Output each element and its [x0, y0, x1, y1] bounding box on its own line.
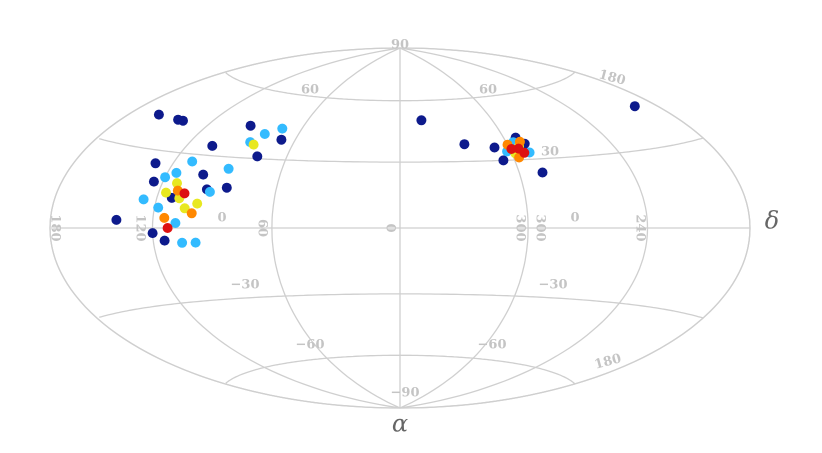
- point: [252, 151, 263, 162]
- point: [506, 144, 517, 154]
- grid-label: 30: [541, 145, 559, 160]
- parallel: [225, 354, 576, 385]
- point: [172, 178, 182, 189]
- x-axis-label: α: [392, 410, 408, 438]
- point: [192, 198, 203, 209]
- point: [187, 156, 198, 167]
- grid-label: 60: [301, 83, 319, 98]
- point: [276, 134, 287, 145]
- point: [162, 223, 173, 233]
- point: [148, 176, 159, 187]
- grid-label: −60: [296, 338, 325, 353]
- point: [160, 172, 171, 183]
- point: [171, 167, 182, 178]
- point: [153, 109, 164, 120]
- grid-label: 300: [533, 214, 548, 241]
- point: [248, 139, 259, 150]
- point: [498, 155, 509, 166]
- point: [179, 203, 190, 214]
- grid-label: 120: [133, 214, 148, 241]
- grid-label: 300: [513, 214, 528, 241]
- grid-label: 180: [597, 67, 627, 89]
- grid-label: 90: [391, 38, 409, 53]
- grid-label: 60: [255, 219, 270, 237]
- point: [223, 163, 234, 174]
- grid-label: 0: [570, 211, 579, 226]
- grid-label: 0: [217, 211, 226, 226]
- grid-label: 60: [479, 83, 497, 98]
- point: [245, 120, 256, 131]
- point: [221, 182, 232, 193]
- grid-label: 240: [633, 214, 648, 241]
- point: [111, 214, 122, 225]
- point: [150, 158, 161, 169]
- point: [147, 228, 158, 239]
- point: [138, 194, 149, 205]
- grid-label: 180: [593, 351, 623, 373]
- point: [537, 167, 548, 178]
- point: [204, 186, 215, 197]
- point: [629, 101, 640, 112]
- point: [170, 218, 181, 228]
- point: [259, 129, 270, 139]
- point: [459, 139, 470, 150]
- point: [186, 208, 197, 219]
- y-axis-label: δ: [765, 207, 779, 235]
- grid-label: −90: [391, 386, 420, 401]
- point: [159, 235, 170, 246]
- parallel: [99, 137, 704, 163]
- point: [159, 212, 170, 223]
- point: [416, 115, 427, 126]
- grid-label: −30: [231, 278, 260, 293]
- point: [489, 142, 500, 153]
- point: [153, 202, 164, 213]
- parallel: [99, 293, 704, 319]
- meridian: [49, 47, 401, 409]
- point: [190, 237, 201, 248]
- point: [161, 187, 171, 198]
- parallel: [225, 71, 576, 102]
- point: [198, 169, 209, 180]
- point: [277, 123, 288, 134]
- point: [177, 237, 188, 248]
- point: [207, 140, 218, 151]
- grid-label: 0: [383, 223, 398, 232]
- point: [179, 188, 190, 199]
- grid-label: −60: [478, 338, 507, 353]
- grid-label: 180: [48, 214, 63, 241]
- point: [519, 147, 530, 158]
- grid-label: −30: [539, 278, 568, 293]
- point: [178, 115, 188, 126]
